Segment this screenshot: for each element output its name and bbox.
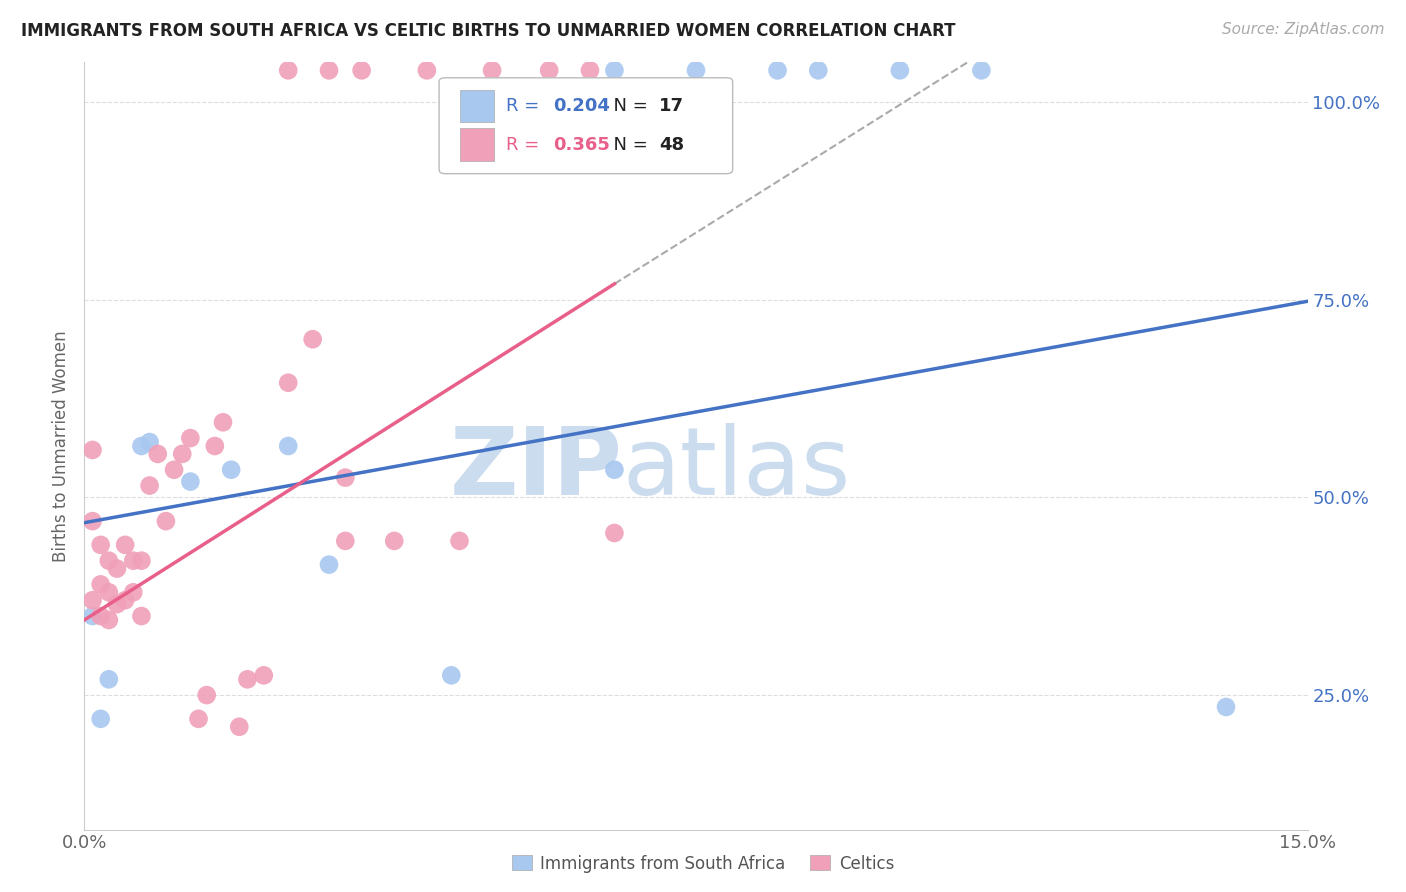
Text: R =: R = — [506, 97, 546, 115]
Point — [449, 533, 471, 548]
Point — [187, 712, 209, 726]
Point — [277, 63, 299, 78]
Point — [253, 668, 276, 682]
Point — [807, 63, 830, 78]
FancyBboxPatch shape — [439, 78, 733, 174]
Point — [970, 63, 993, 78]
Point — [105, 561, 128, 575]
Point — [382, 533, 405, 548]
Point — [538, 63, 561, 78]
Point — [579, 63, 602, 78]
Point — [416, 63, 439, 78]
Text: N =: N = — [602, 97, 654, 115]
Point — [131, 439, 153, 453]
Point — [114, 538, 136, 552]
Text: Source: ZipAtlas.com: Source: ZipAtlas.com — [1222, 22, 1385, 37]
Point — [1215, 700, 1237, 714]
Point — [155, 514, 177, 528]
Point — [146, 447, 169, 461]
Point — [114, 593, 136, 607]
Text: 17: 17 — [659, 97, 685, 115]
Point — [82, 609, 104, 624]
Text: 48: 48 — [659, 136, 685, 153]
Point — [335, 533, 357, 548]
Point — [481, 63, 503, 78]
Point — [301, 332, 323, 346]
Point — [228, 720, 250, 734]
Point — [335, 470, 357, 484]
Bar — [460, 90, 494, 122]
Text: N =: N = — [602, 136, 654, 153]
Text: R =: R = — [506, 136, 546, 153]
Point — [90, 712, 112, 726]
Text: ZIP: ZIP — [450, 423, 623, 515]
Point — [105, 597, 128, 611]
Point — [889, 63, 911, 78]
Point — [131, 554, 153, 568]
Point — [236, 673, 259, 687]
Point — [90, 538, 112, 552]
Point — [277, 376, 299, 390]
Point — [350, 63, 373, 78]
Point — [90, 609, 112, 624]
Point — [82, 514, 104, 528]
Point — [440, 668, 463, 682]
Point — [163, 463, 186, 477]
Point — [97, 554, 120, 568]
Text: atlas: atlas — [623, 423, 851, 515]
Point — [204, 439, 226, 453]
Point — [97, 613, 120, 627]
Point — [138, 435, 160, 450]
Text: 0.365: 0.365 — [553, 136, 610, 153]
Point — [219, 463, 242, 477]
Point — [603, 463, 626, 477]
Point — [179, 431, 201, 445]
Point — [603, 526, 626, 541]
Bar — [460, 128, 494, 161]
Point — [131, 609, 153, 624]
Point — [318, 558, 340, 572]
Point — [685, 63, 707, 78]
Point — [122, 585, 145, 599]
Point — [179, 475, 201, 489]
Point — [97, 585, 120, 599]
Point — [122, 554, 145, 568]
Point — [195, 688, 218, 702]
Point — [603, 63, 626, 78]
Point — [766, 63, 789, 78]
Point — [82, 442, 104, 457]
Point — [172, 447, 194, 461]
Point — [277, 439, 299, 453]
Text: IMMIGRANTS FROM SOUTH AFRICA VS CELTIC BIRTHS TO UNMARRIED WOMEN CORRELATION CHA: IMMIGRANTS FROM SOUTH AFRICA VS CELTIC B… — [21, 22, 956, 40]
Text: 0.204: 0.204 — [553, 97, 610, 115]
Point — [212, 415, 235, 429]
Point — [138, 478, 160, 492]
Point — [82, 593, 104, 607]
Point — [318, 63, 340, 78]
Y-axis label: Births to Unmarried Women: Births to Unmarried Women — [52, 330, 70, 562]
Point — [97, 673, 120, 687]
Legend: Immigrants from South Africa, Celtics: Immigrants from South Africa, Celtics — [505, 848, 901, 880]
Point — [90, 577, 112, 591]
